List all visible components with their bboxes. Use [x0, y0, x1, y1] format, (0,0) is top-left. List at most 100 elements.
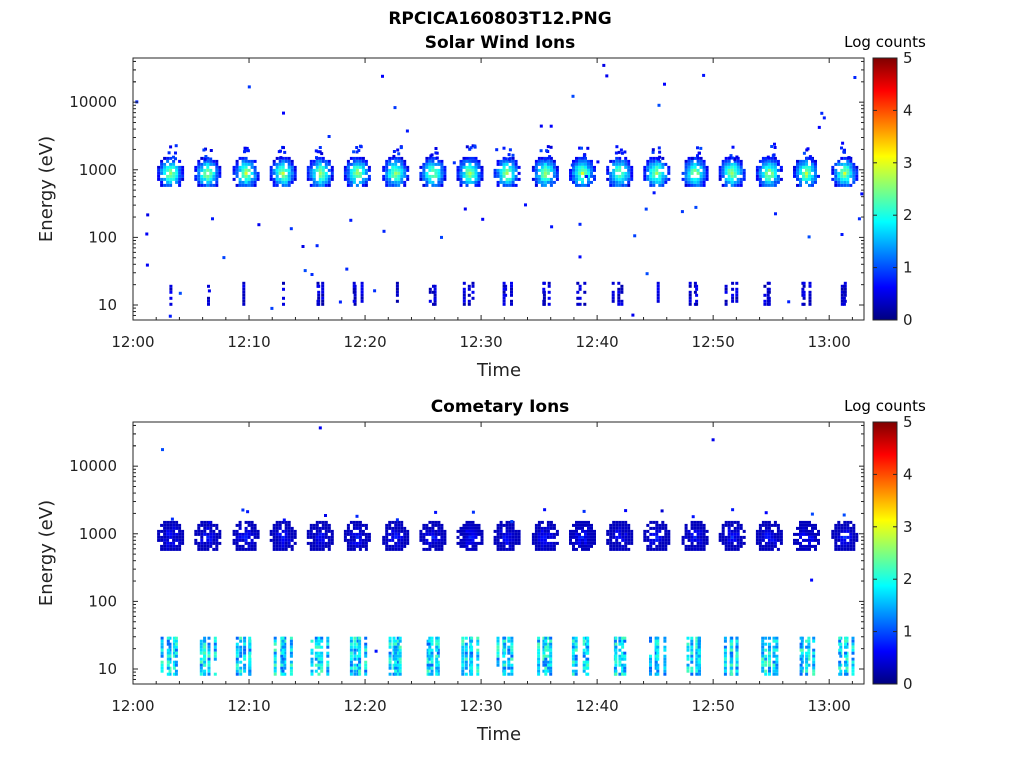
heatmap-cell	[767, 168, 771, 172]
heatmap-cell	[508, 532, 512, 536]
heatmap-cell	[364, 538, 368, 542]
heatmap-cell	[388, 547, 392, 551]
heatmap-cell	[543, 165, 547, 169]
heatmap-cell	[693, 177, 697, 181]
heatmap-cell	[293, 165, 297, 169]
heatmap-cell	[178, 526, 182, 530]
heatmap-cell	[364, 535, 368, 539]
heatmap-cell	[502, 287, 506, 291]
heatmap-cell	[385, 165, 389, 169]
heatmap-cell	[702, 165, 706, 169]
heatmap-cell	[543, 544, 547, 548]
heatmap-cell	[206, 526, 210, 530]
heatmap-cell	[767, 159, 771, 163]
heatmap-cell	[461, 651, 465, 655]
heatmap-cell	[555, 168, 559, 172]
heatmap-cell	[406, 174, 410, 178]
heatmap-cell	[687, 171, 691, 175]
heatmap-cell	[361, 541, 365, 545]
heatmap-cell	[793, 541, 796, 545]
heatmap-cell	[758, 183, 762, 187]
heatmap-cell	[200, 538, 204, 542]
heatmap-cell	[395, 293, 399, 297]
heatmap-cell	[400, 535, 404, 539]
heatmap-cell	[467, 287, 471, 291]
heatmap-cell	[163, 523, 167, 527]
heatmap-cell	[812, 669, 816, 673]
heatmap-cell	[615, 520, 619, 524]
heatmap-cell	[618, 657, 622, 661]
heatmap-cell	[434, 162, 438, 166]
heatmap-cell	[690, 526, 694, 530]
heatmap-cell	[852, 177, 856, 181]
heatmap-cell	[627, 159, 631, 163]
heatmap-cell	[731, 293, 735, 297]
heatmap-cell	[253, 541, 257, 545]
heatmap-cell	[426, 648, 430, 652]
heatmap-cell	[730, 654, 734, 658]
heatmap-cell	[461, 657, 465, 661]
heatmap-cell	[649, 639, 652, 643]
heatmap-cell	[321, 535, 325, 539]
heatmap-cell	[242, 299, 246, 303]
heatmap-cell	[461, 645, 465, 649]
heatmap-cell	[690, 654, 694, 658]
heatmap-cell	[235, 654, 239, 658]
heatmap-cell	[724, 171, 728, 175]
heatmap-cell	[582, 509, 586, 513]
heatmap-cell	[702, 73, 706, 77]
heatmap-cell	[318, 180, 322, 184]
heatmap-cell	[658, 547, 662, 551]
heatmap-cell	[206, 174, 210, 178]
heatmap-cell	[593, 177, 596, 181]
heatmap-cell	[606, 529, 610, 533]
heatmap-cell	[465, 177, 469, 181]
heatmap-cell	[736, 180, 740, 184]
heatmap-cell	[584, 532, 587, 536]
heatmap-cell	[281, 648, 285, 652]
heatmap-cell	[621, 657, 625, 661]
heatmap-cell	[289, 642, 293, 646]
heatmap-cell	[693, 523, 697, 527]
heatmap-cell	[802, 523, 805, 527]
heatmap-cell	[695, 663, 699, 667]
heatmap-cell	[814, 165, 817, 169]
heatmap-cell	[618, 660, 622, 664]
heatmap-cell	[280, 663, 284, 667]
heatmap-cell	[586, 651, 590, 655]
heatmap-cell	[503, 639, 507, 643]
heatmap-cell	[584, 538, 587, 542]
heatmap-cell	[808, 183, 811, 187]
heatmap-cell	[531, 168, 535, 172]
heatmap-cell	[649, 162, 653, 166]
heatmap-cell	[284, 520, 288, 524]
heatmap-cell	[397, 529, 401, 533]
heatmap-cell	[606, 165, 610, 169]
heatmap-cell	[310, 657, 314, 661]
heatmap-cell	[623, 669, 627, 673]
heatmap-cell	[687, 162, 691, 166]
heatmap-cell	[312, 526, 316, 530]
heatmap-cell	[352, 168, 356, 172]
heatmap-cell	[552, 541, 556, 545]
heatmap-cell	[505, 520, 509, 524]
heatmap-cell	[269, 177, 273, 181]
heatmap-cell	[845, 666, 849, 670]
heatmap-cell	[624, 177, 628, 181]
heatmap-cell	[321, 532, 325, 536]
heatmap-cell	[499, 174, 503, 178]
heatmap-cell	[235, 538, 239, 542]
heatmap-cell	[287, 174, 291, 178]
heatmap-cell	[820, 111, 824, 115]
heatmap-cell	[281, 156, 285, 160]
heatmap-cell	[431, 162, 435, 166]
heatmap-cell	[385, 180, 389, 184]
heatmap-cell	[652, 171, 656, 175]
heatmap-cell	[287, 529, 291, 533]
heatmap-cell	[243, 663, 247, 667]
heatmap-cell	[235, 666, 239, 670]
heatmap-cell	[550, 225, 554, 229]
heatmap-cell	[275, 535, 279, 539]
heatmap-cell	[799, 180, 802, 184]
